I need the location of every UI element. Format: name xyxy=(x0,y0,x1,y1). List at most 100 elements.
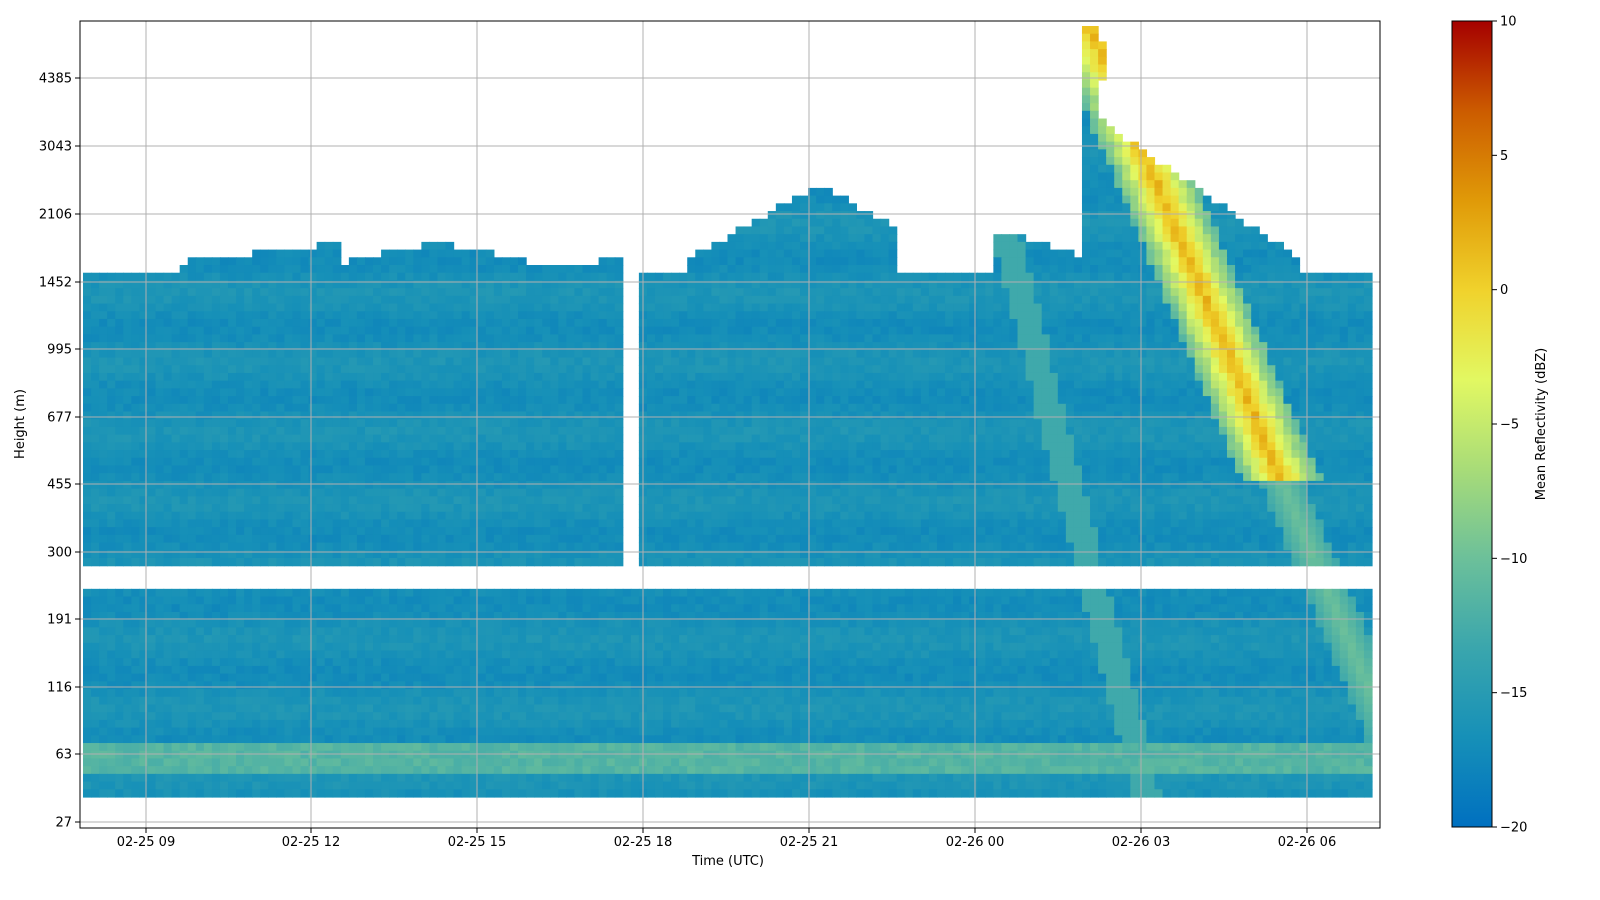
heatmap-cell xyxy=(228,442,237,451)
heatmap-cell xyxy=(751,311,761,320)
heatmap-cell xyxy=(775,334,785,343)
heatmap-cell xyxy=(800,218,809,228)
heatmap-cell xyxy=(1186,380,1196,389)
heatmap-cell xyxy=(735,403,745,413)
heatmap-cell xyxy=(1146,365,1156,374)
heatmap-cell xyxy=(542,419,551,428)
heatmap-cell xyxy=(945,442,954,451)
heatmap-cell xyxy=(518,434,527,443)
heatmap-cell xyxy=(1243,380,1252,389)
heatmap-cell xyxy=(364,457,374,467)
heatmap-cell xyxy=(1251,265,1260,274)
heatmap-cell xyxy=(1331,411,1341,420)
heatmap-cell xyxy=(381,388,390,397)
heatmap-cell xyxy=(1323,272,1333,282)
heatmap-cell xyxy=(147,295,157,305)
heatmap-cell xyxy=(735,396,745,405)
heatmap-cell xyxy=(832,434,841,443)
heatmap-cell xyxy=(1114,257,1123,266)
heatmap-cell xyxy=(300,372,310,382)
heatmap-cell xyxy=(477,257,487,266)
heatmap-cell xyxy=(856,257,866,266)
heatmap-cell xyxy=(671,318,680,328)
heatmap-cell xyxy=(1081,257,1091,266)
heatmap-cell xyxy=(1065,434,1075,443)
heatmap-cell xyxy=(1178,388,1188,397)
heatmap-cell xyxy=(743,318,753,328)
heatmap-cell xyxy=(558,473,567,482)
heatmap-cell xyxy=(437,403,447,413)
heatmap-cell xyxy=(1299,334,1309,343)
heatmap-cell xyxy=(896,403,906,413)
heatmap-cell xyxy=(872,280,882,289)
heatmap-cell xyxy=(1090,157,1099,166)
heatmap-cell xyxy=(953,342,962,351)
heatmap-cell xyxy=(614,380,624,389)
heatmap-cell xyxy=(542,457,551,467)
heatmap-cell xyxy=(1226,434,1236,443)
heatmap-cell xyxy=(453,403,463,413)
heatmap-cell xyxy=(1073,318,1083,328)
heatmap-cell xyxy=(1122,288,1131,297)
heatmap-cell xyxy=(783,257,793,266)
heatmap-cell xyxy=(163,419,173,428)
heatmap-cell xyxy=(614,349,624,359)
heatmap-cell xyxy=(848,295,857,305)
heatmap-cell xyxy=(332,249,342,258)
heatmap-cell xyxy=(840,226,849,235)
heatmap-cell xyxy=(663,357,672,366)
heatmap-cell xyxy=(953,419,962,428)
heatmap-cell xyxy=(1243,388,1252,397)
heatmap-cell xyxy=(872,318,882,328)
heatmap-cell xyxy=(679,288,688,297)
heatmap-cell xyxy=(743,450,753,459)
heatmap-cell xyxy=(920,442,930,451)
heatmap-cell xyxy=(703,326,712,335)
heatmap-cell xyxy=(1098,234,1107,243)
heatmap-cell xyxy=(663,450,672,459)
heatmap-cell xyxy=(808,303,817,312)
heatmap-cell xyxy=(485,365,495,374)
heatmap-cell xyxy=(848,357,857,366)
heatmap-cell xyxy=(711,257,721,266)
heatmap-cell xyxy=(1251,465,1260,474)
heatmap-cell xyxy=(340,450,350,459)
heatmap-cell xyxy=(590,288,600,297)
heatmap-cell xyxy=(1073,349,1083,359)
heatmap-cell xyxy=(413,280,422,289)
heatmap-cell xyxy=(123,295,132,305)
heatmap-cell xyxy=(1259,272,1268,282)
heatmap-cell xyxy=(91,465,100,474)
heatmap-cell xyxy=(606,473,616,482)
heatmap-cell xyxy=(348,403,358,413)
heatmap-cell xyxy=(582,450,592,459)
heatmap-cell xyxy=(179,403,189,413)
heatmap-cell xyxy=(743,265,753,274)
heatmap-cell xyxy=(856,349,866,359)
heatmap-cell xyxy=(244,349,253,359)
heatmap-cell xyxy=(1210,249,1220,258)
heatmap-cell xyxy=(896,334,906,343)
heatmap-cell xyxy=(679,396,688,405)
heatmap-cell xyxy=(767,249,777,258)
heatmap-cell xyxy=(131,465,140,474)
heatmap-cell xyxy=(1081,41,1091,50)
heatmap-cell xyxy=(719,388,729,397)
heatmap-cell xyxy=(1347,334,1357,343)
heatmap-cell xyxy=(155,311,165,320)
heatmap-cell xyxy=(703,434,712,443)
heatmap-cell xyxy=(791,211,801,220)
heatmap-cell xyxy=(1315,411,1325,420)
heatmap-cell xyxy=(1057,411,1067,420)
heatmap-cell xyxy=(1339,303,1349,312)
heatmap-cell xyxy=(469,465,479,474)
heatmap-cell xyxy=(751,218,761,228)
heatmap-cell xyxy=(155,365,165,374)
heatmap-cell xyxy=(695,411,704,420)
heatmap-cell xyxy=(437,311,447,320)
heatmap-cell xyxy=(356,457,366,467)
heatmap-cell xyxy=(703,388,712,397)
heatmap-cell xyxy=(493,457,503,467)
heatmap-cell xyxy=(1146,172,1156,181)
heatmap-cell xyxy=(1065,357,1075,366)
